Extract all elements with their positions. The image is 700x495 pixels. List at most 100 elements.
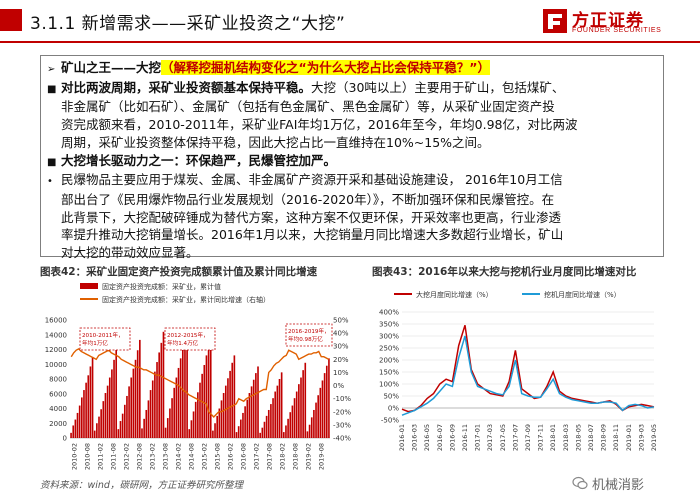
bar-mark (145, 409, 148, 438)
dot-bullet-icon: • (47, 176, 53, 188)
bar-mark (257, 366, 259, 438)
chart42-annotations: 2010-2011年，年均1万亿 2012-2015年，年均1.4万亿 2016-2… (79, 323, 333, 351)
sec1-body-d: 周期，采矿业投资整体保持平稳，因此大挖占比一直维持在10%~15%之间。 (61, 134, 490, 150)
bar-mark (209, 335, 212, 438)
bar-mark (154, 371, 156, 439)
bar-mark (192, 411, 195, 438)
x-tick-label: 2016-09 (448, 424, 456, 451)
bar-mark (207, 345, 210, 438)
x-tick-label: 2016-11 (461, 424, 469, 451)
header-rule (0, 41, 700, 43)
bar-mark (147, 400, 150, 438)
slide-header: 3.1.1 新增需求——采矿业投资之“大挖” (0, 0, 700, 44)
annotation-box (285, 323, 333, 347)
bar-mark (171, 398, 173, 438)
bar-mark (237, 426, 240, 438)
founder-logo-icon (543, 9, 567, 33)
annotation-text: 年均1万亿 (82, 339, 108, 347)
y-left-tick-label: 2000 (49, 420, 67, 428)
bar-mark (100, 409, 102, 438)
bar-mark (130, 377, 133, 438)
y-tick-label: 300% (379, 333, 399, 341)
chart42-legend: 固定资产投资完成额：采矿业，累计值固定资产投资完成额：采矿业，累计同比增速（右轴… (80, 282, 270, 304)
x-tick-label: 2017-09 (524, 424, 532, 451)
x-tick-label: 2016-08 (240, 443, 248, 470)
x-tick-label: 2017-07 (511, 424, 519, 451)
x-tick-label: 2016-07 (436, 424, 444, 451)
y-tick-label: 200% (379, 357, 399, 365)
bar-mark (289, 412, 292, 438)
bar-mark (291, 405, 294, 438)
sec2-body-e: 对大挖的带动效应显著。 (61, 245, 199, 261)
x-tick-label: 2013-08 (162, 443, 170, 470)
logo-name: 方正证券 (572, 11, 644, 31)
x-tick-label: 2018-01 (549, 424, 557, 451)
bar-mark (181, 348, 184, 438)
bar-mark (81, 397, 83, 438)
sec2-body-b: 部出台了《民用爆炸物品行业发展规划（2016-2020年）》，不断加强环保和民爆… (61, 191, 555, 207)
x-tick-label: 2010-08 (84, 443, 92, 470)
bar-mark (111, 369, 113, 438)
bar-mark (224, 385, 227, 438)
bar-mark (132, 368, 135, 438)
bar-mark (201, 373, 203, 438)
x-tick-label: 2017-08 (266, 443, 274, 470)
y-left-tick-label: 16000 (45, 317, 67, 325)
bar-mark (166, 418, 169, 438)
bar-mark (108, 377, 111, 438)
sec2-line: ■ 大挖增长驱动力之一：环保趋严，民爆管控加严。 (47, 152, 657, 172)
bar-mark (123, 404, 126, 438)
bar-mark (235, 432, 238, 438)
y-tick-label: 400% (379, 309, 399, 317)
bar-mark (242, 412, 244, 438)
bar-mark (212, 430, 214, 439)
x-tick-label: 2018-05 (574, 424, 582, 451)
bar-mark (169, 408, 171, 438)
x-tick-label: 2019-01 (625, 424, 633, 451)
bar-mark (229, 370, 231, 438)
bar-mark (298, 384, 300, 438)
bar-mark (149, 390, 152, 438)
y-right-tick-label: 10% (333, 369, 349, 377)
bar-mark (248, 393, 251, 438)
bar-mark (267, 409, 270, 438)
bar-mark (175, 377, 178, 438)
bar-mark (203, 364, 206, 438)
bar-mark (252, 379, 255, 438)
bar-mark (76, 412, 79, 438)
chart43-legend: 大挖月度同比增速（%） 挖机月度同比增速（%） (394, 290, 621, 299)
bar-mark (306, 431, 309, 438)
bar-mark (177, 367, 180, 438)
bar-mark (214, 423, 216, 438)
sec1-body-c: 资完成额来看，2010-2011年，采矿业FAI年均1万亿，2016年至今，年均… (61, 117, 578, 133)
chart42-title: 图表42：采矿业固定资产投资完成额累计值及累计同比增速 (40, 266, 318, 278)
bar-mark (240, 419, 242, 438)
bar-mark (270, 404, 272, 438)
y-tick-label: 100% (379, 381, 399, 389)
bar-mark (197, 392, 199, 438)
bar-mark (293, 398, 296, 438)
y-left-tick-label: 10000 (45, 361, 67, 369)
bar-mark (160, 342, 163, 438)
x-tick-label: 2019-03 (637, 424, 645, 451)
bar-mark (194, 401, 197, 438)
bar-mark (313, 409, 315, 438)
bar-mark (162, 331, 165, 438)
chart42-ticks: 0 2000 4000 6000 8000 10000 12000 14000 16000 -40… (45, 317, 352, 471)
x-tick-label: 2016-01 (398, 424, 406, 451)
bar-mark (304, 362, 307, 438)
all-excavator-line (401, 335, 655, 416)
bar-mark (72, 425, 75, 438)
bar-mark (186, 329, 188, 438)
bar-mark (85, 382, 87, 438)
annotation-text: 2012-2015年， (167, 331, 209, 339)
bar-mark (263, 421, 266, 438)
sec1-title: 对比两波周期，采矿业投资额基本保持平稳。 (61, 79, 312, 95)
bar-mark (218, 408, 221, 438)
bar-mark (89, 366, 92, 438)
wechat-icon (572, 476, 588, 490)
lead-highlight: （解释挖掘机结构变化之“为什么大挖占比会保持平稳？”） (161, 60, 490, 75)
y-right-tick-label: -30% (333, 421, 351, 429)
bar-mark (276, 385, 279, 438)
y-right-tick-label: 20% (333, 356, 349, 364)
